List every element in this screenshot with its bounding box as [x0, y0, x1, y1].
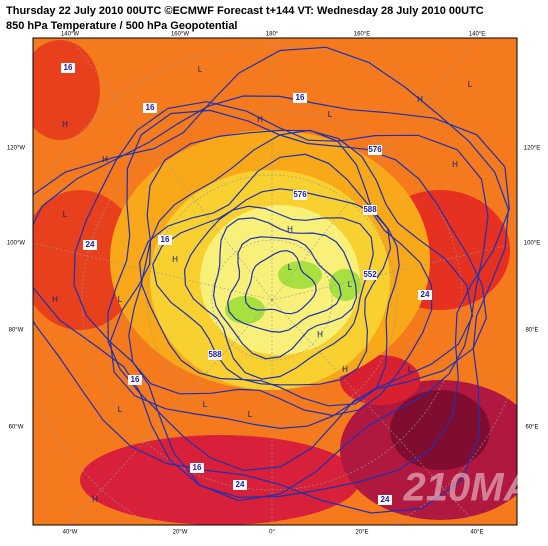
contour-label-box — [293, 190, 307, 200]
pressure-center: L — [118, 405, 123, 414]
contour-label: 16 — [64, 63, 73, 72]
subtitle: 850 hPa Temperature / 500 hPa Geopotenti… — [6, 20, 238, 32]
contour — [107, 109, 487, 472]
frame-label: 20°E — [355, 530, 368, 536]
frame-label: 100°W — [7, 241, 25, 247]
contour-label-box — [233, 480, 247, 490]
map-frame — [32, 37, 518, 526]
contour — [109, 129, 474, 430]
map-area — [33, 38, 517, 525]
pressure-center: H — [417, 95, 423, 104]
contour-label: 576 — [293, 190, 307, 199]
pressure-center: L — [203, 400, 208, 409]
contour-label-box — [158, 235, 172, 245]
contour — [212, 217, 358, 360]
contour — [128, 129, 433, 417]
contour-label: 16 — [146, 103, 155, 112]
pressure-center: H — [52, 295, 58, 304]
frame-label: 60°E — [525, 425, 538, 431]
contour-label-box — [143, 103, 157, 113]
frame-label: 20°W — [173, 530, 188, 536]
pressure-center: H — [317, 330, 323, 339]
contour — [183, 205, 374, 380]
pressure-center: L — [198, 65, 203, 74]
contour — [33, 46, 510, 514]
frame-label: 40°W — [63, 530, 78, 536]
geopotential-contours — [33, 46, 510, 514]
pressure-center: H — [92, 495, 98, 504]
contour-label-box — [128, 375, 142, 385]
contour-label-box — [208, 350, 222, 360]
cold-core — [278, 261, 322, 289]
contour — [73, 101, 489, 502]
contour-label: 576 — [368, 145, 382, 154]
contour-label-box — [368, 145, 382, 155]
contour-label: 24 — [236, 480, 245, 489]
contour-label-box — [190, 463, 204, 473]
contour-label: 24 — [86, 240, 95, 249]
contour-label-box — [378, 495, 392, 505]
frame-label: 140°W — [61, 32, 79, 38]
pressure-center: L — [468, 80, 473, 89]
contour-label: 16 — [131, 375, 140, 384]
contour-label-box — [61, 63, 75, 73]
pressure-center: H — [102, 155, 108, 164]
pressure-center: L — [248, 410, 253, 419]
contour-label: 16 — [296, 93, 305, 102]
graticule — [33, 38, 517, 525]
contour-label-box — [363, 270, 377, 280]
frame-label: 100°E — [524, 241, 540, 247]
warm-area — [80, 435, 360, 525]
contour-label: 552 — [363, 270, 377, 279]
frame-label: 160°W — [171, 32, 189, 38]
pressure-center: L — [328, 110, 333, 119]
pressure-center: H — [62, 120, 68, 129]
contour-label-box — [293, 93, 307, 103]
frame-label: 40°E — [470, 530, 483, 536]
frame-label: 180° — [266, 32, 279, 38]
pressure-center: H — [452, 160, 458, 169]
contour — [152, 188, 392, 386]
pressure-center: L — [118, 295, 123, 304]
frame-label: 140°E — [469, 32, 485, 38]
contour-label: 16 — [193, 463, 202, 472]
frame-label: 80°E — [525, 328, 538, 334]
contour-label: 24 — [381, 495, 390, 504]
hot-core — [390, 390, 490, 470]
contour — [244, 249, 317, 315]
contour — [226, 236, 342, 333]
contour — [33, 95, 510, 498]
contour-label-box — [418, 290, 432, 300]
contour-label-box — [363, 205, 377, 215]
pressure-center: L — [288, 263, 293, 272]
pressure-center: L — [63, 210, 68, 219]
pressure-center: L — [348, 280, 353, 289]
frame-label: 80°W — [9, 328, 24, 334]
contour-label: 588 — [363, 205, 377, 214]
contour-label: 588 — [208, 350, 222, 359]
frame-label: 60°W — [9, 425, 24, 431]
frame-label: 120°E — [524, 146, 540, 152]
cold-core — [225, 296, 265, 324]
watermark: 210MA — [403, 466, 533, 510]
contour-label: 24 — [421, 290, 430, 299]
pressure-center: H — [172, 255, 178, 264]
pressure-center: H — [257, 115, 263, 124]
pressure-center: H — [342, 365, 348, 374]
pressure-center: L — [408, 365, 413, 374]
contour-label-box — [83, 240, 97, 250]
contour-label: 16 — [161, 235, 170, 244]
title: Thursday 22 July 2010 00UTC ©ECMWF Forec… — [6, 5, 484, 17]
frame-label: 160°E — [354, 32, 370, 38]
warm-area — [33, 40, 100, 140]
frame-label: 0° — [269, 530, 275, 536]
contour — [138, 153, 400, 407]
frame-label: 120°W — [7, 146, 25, 152]
pressure-center: H — [287, 225, 293, 234]
